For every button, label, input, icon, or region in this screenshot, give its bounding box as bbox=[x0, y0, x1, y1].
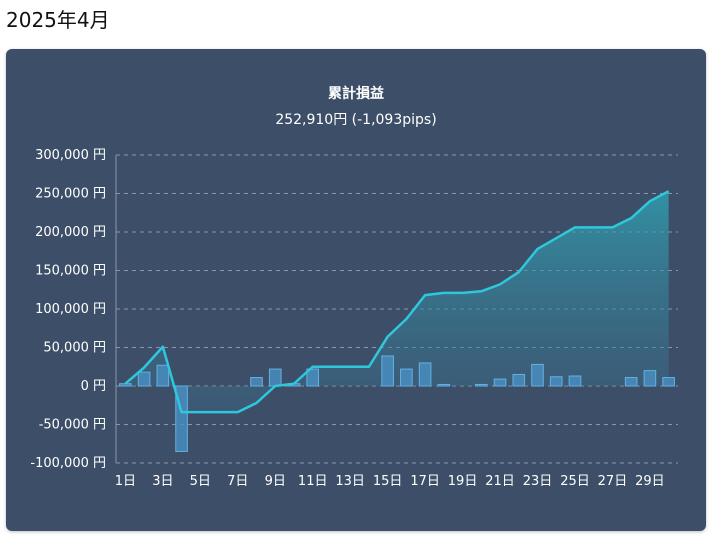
x-tick-label: 27日 bbox=[598, 474, 628, 489]
x-tick-label: 9日 bbox=[265, 474, 286, 489]
y-tick-label: 300,000 円 bbox=[35, 148, 106, 163]
x-tick-label: 19日 bbox=[448, 474, 478, 489]
area-fill bbox=[125, 191, 669, 413]
x-tick-label: 25日 bbox=[560, 474, 590, 489]
cumulative-area bbox=[125, 191, 669, 413]
daily-bar bbox=[437, 383, 451, 387]
daily-bar bbox=[268, 368, 282, 387]
daily-bar bbox=[175, 385, 188, 452]
y-tick-label: 50,000 円 bbox=[43, 341, 106, 356]
daily-bar bbox=[381, 355, 394, 387]
x-tick-label: 23日 bbox=[523, 474, 553, 489]
axes: 300,000 円 250,000 円 200,000 円 150,000 円 100,… bbox=[30, 148, 664, 489]
daily-bar bbox=[568, 375, 582, 387]
x-tick-label: 17日 bbox=[410, 474, 440, 489]
daily-bar bbox=[474, 383, 488, 387]
y-tick-label: 200,000 円 bbox=[35, 225, 106, 240]
daily-bar bbox=[624, 377, 638, 387]
cumulative-line-path bbox=[124, 190, 670, 414]
x-tick-label: 11日 bbox=[298, 474, 328, 489]
daily-bar bbox=[531, 363, 544, 387]
y-tick-label: -100,000 円 bbox=[30, 456, 106, 471]
y-tick-label: 250,000 円 bbox=[35, 187, 106, 202]
cumulative-line bbox=[124, 190, 670, 414]
daily-bar bbox=[662, 377, 675, 387]
y-tick-label: 0 円 bbox=[81, 379, 106, 394]
daily-bar bbox=[512, 373, 526, 387]
daily-bar bbox=[418, 362, 432, 387]
y-tick-label: 100,000 円 bbox=[35, 302, 106, 317]
daily-bar bbox=[306, 368, 320, 387]
chart-title: 累計損益 bbox=[328, 86, 384, 102]
daily-bar bbox=[643, 370, 657, 387]
chart-subtitle: 252,910円 (-1,093pips) bbox=[275, 112, 437, 128]
daily-bar bbox=[137, 371, 151, 387]
x-tick-label: 5日 bbox=[190, 474, 211, 489]
daily-bar bbox=[250, 377, 263, 387]
daily-bar bbox=[119, 383, 132, 387]
y-tick-label: 150,000 円 bbox=[35, 264, 106, 279]
chart-card: 300,000 円 250,000 円 200,000 円 150,000 円 100,… bbox=[6, 49, 706, 531]
x-tick-label: 15日 bbox=[373, 474, 403, 489]
x-tick-label: 13日 bbox=[335, 474, 365, 489]
daily-bar bbox=[400, 368, 413, 387]
page-title: 2025年4月 bbox=[6, 8, 110, 32]
daily-bar bbox=[156, 364, 170, 387]
x-tick-label: 1日 bbox=[115, 474, 136, 489]
x-tick-label: 21日 bbox=[485, 474, 515, 489]
x-tick-label: 7日 bbox=[227, 474, 248, 489]
x-tick-label: 29日 bbox=[635, 474, 665, 489]
daily-bar bbox=[493, 378, 507, 387]
y-tick-label: -50,000 円 bbox=[39, 418, 106, 433]
daily-bar bbox=[549, 376, 563, 387]
x-tick-label: 3日 bbox=[152, 474, 173, 489]
cumulative-pnl-chart: 300,000 円 250,000 円 200,000 円 150,000 円 100,… bbox=[30, 148, 678, 489]
